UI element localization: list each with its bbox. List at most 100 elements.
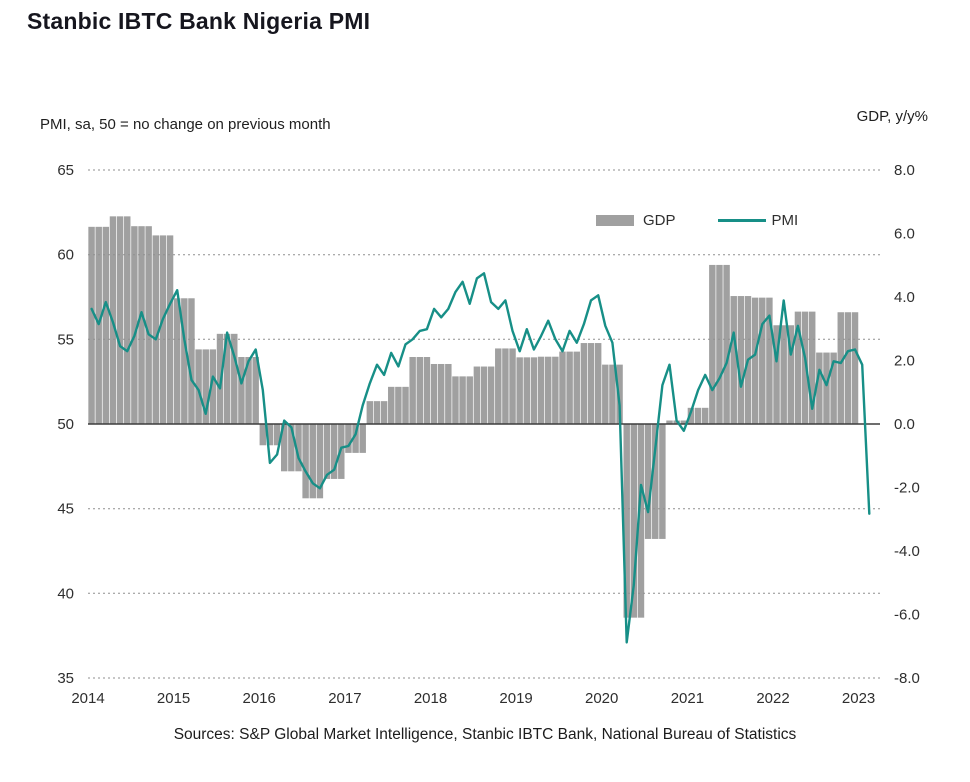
gdp-bar xyxy=(480,366,488,424)
gdp-bar xyxy=(395,386,402,424)
gdp-bar xyxy=(88,226,95,424)
gdp-bar xyxy=(623,424,630,618)
gdp-bar xyxy=(816,352,823,424)
gdp-bar xyxy=(423,357,431,424)
left-axis-tick-label: 60 xyxy=(57,247,74,264)
gdp-bar xyxy=(609,364,616,424)
gdp-bar xyxy=(523,357,531,424)
gdp-bar xyxy=(330,424,338,479)
gdp-bar xyxy=(116,216,124,424)
gdp-bar xyxy=(459,376,466,425)
gdp-bar xyxy=(373,401,381,424)
gdp-bar xyxy=(516,357,523,424)
gdp-bar xyxy=(823,352,830,424)
right-axis-tick-label: -2.0 xyxy=(894,480,920,497)
right-axis-tick-label: 6.0 xyxy=(894,226,915,243)
gdp-bar xyxy=(787,325,795,424)
gdp-bar xyxy=(430,363,438,424)
gdp-bar xyxy=(181,298,188,424)
chart-title: Stanbic IBTC Bank Nigeria PMI xyxy=(27,8,371,34)
gdp-bar xyxy=(309,424,316,499)
gdp-bar xyxy=(273,424,281,446)
gdp-bar xyxy=(616,364,623,424)
gdp-bar xyxy=(416,357,424,424)
gdp-bar xyxy=(231,333,238,424)
x-axis-tick-label: 2022 xyxy=(756,690,789,707)
gdp-bar xyxy=(573,351,580,424)
gdp-bar xyxy=(559,351,566,424)
chart-canvas: 65 60 55 50 45 40 35 8.0 6.0 4.0 2.0 0.0 -2.0 -4.0 -6.… xyxy=(57,162,920,707)
gdp-bar xyxy=(288,424,295,472)
gdp-bar xyxy=(759,297,766,424)
gdp-bar xyxy=(188,298,195,424)
gdp-bar xyxy=(487,366,495,424)
gdp-bar xyxy=(352,424,359,453)
gdp-bar xyxy=(580,343,588,424)
gdp-bar xyxy=(473,366,481,424)
right-axis-tick-label: -4.0 xyxy=(894,543,920,560)
gdp-bar xyxy=(709,264,716,424)
gdp-bar xyxy=(694,407,702,424)
left-axis-tick-label: 45 xyxy=(57,501,74,518)
gdp-bar xyxy=(102,226,110,424)
gdp-bar xyxy=(751,297,759,424)
x-axis-tick-label: 2017 xyxy=(328,690,361,707)
left-axis-tick-label: 35 xyxy=(57,670,74,687)
left-axis-tick-label: 50 xyxy=(57,416,74,433)
gdp-bar xyxy=(766,297,773,424)
gdp-bar xyxy=(837,312,844,424)
gdp-bar xyxy=(687,407,695,424)
gdp-bar xyxy=(830,352,837,424)
gdp-legend-label: GDP xyxy=(643,212,676,229)
gdp-bar xyxy=(530,357,538,424)
gdp-bar xyxy=(509,348,516,424)
gdp-bar xyxy=(809,311,816,424)
x-axis-tick-label: 2020 xyxy=(585,690,618,707)
x-axis-tick-label: 2021 xyxy=(671,690,704,707)
gdp-bar xyxy=(380,401,388,424)
gdp-bar xyxy=(844,312,852,424)
right-axis-tick-label: 4.0 xyxy=(894,289,915,306)
gdp-bar xyxy=(445,363,452,424)
left-axis-tick-label: 40 xyxy=(57,585,74,602)
gdp-bar xyxy=(594,343,602,424)
gdp-bar xyxy=(145,226,152,424)
right-axis-tick-label: 2.0 xyxy=(894,353,915,370)
gdp-bar xyxy=(652,424,659,539)
x-axis-tick-label: 2016 xyxy=(243,690,276,707)
gdp-bar xyxy=(402,386,409,424)
gdp-bar xyxy=(552,356,559,424)
left-axis-tick-label: 65 xyxy=(57,162,74,179)
gdp-bar xyxy=(323,424,331,479)
gdp-bar xyxy=(281,424,288,472)
x-axis-tick-label: 2019 xyxy=(499,690,532,707)
sources-note: Sources: S&P Global Market Intelligence,… xyxy=(173,726,797,743)
gdp-bar xyxy=(152,235,160,424)
gdp-bar xyxy=(773,325,780,424)
x-axis-tick-label: 2014 xyxy=(71,690,104,707)
gdp-bar xyxy=(495,348,502,424)
gdp-bar xyxy=(252,357,259,424)
gdp-bar xyxy=(680,420,688,424)
pmi-legend-label: PMI xyxy=(771,212,799,229)
gdp-bar xyxy=(794,311,802,424)
gdp-bar xyxy=(173,298,181,424)
gdp-bar xyxy=(409,357,416,424)
gdp-bar xyxy=(716,264,723,424)
gdp-bar xyxy=(316,424,324,499)
gdp-bar xyxy=(566,351,573,424)
x-axis-tick-label: 2015 xyxy=(157,690,190,707)
gdp-bar xyxy=(537,356,545,424)
gdp-bar xyxy=(245,357,252,424)
gdp-bar xyxy=(737,296,745,424)
gdp-bar xyxy=(437,363,445,424)
left-axis-tick-label: 55 xyxy=(57,331,74,348)
gdp-bar xyxy=(644,424,652,539)
gdp-bar xyxy=(166,235,174,424)
gdp-bar xyxy=(637,424,645,618)
gdp-bar xyxy=(195,349,202,424)
gdp-bar xyxy=(602,364,609,424)
gdp-bar xyxy=(138,226,145,424)
gdp-bar xyxy=(345,424,352,453)
